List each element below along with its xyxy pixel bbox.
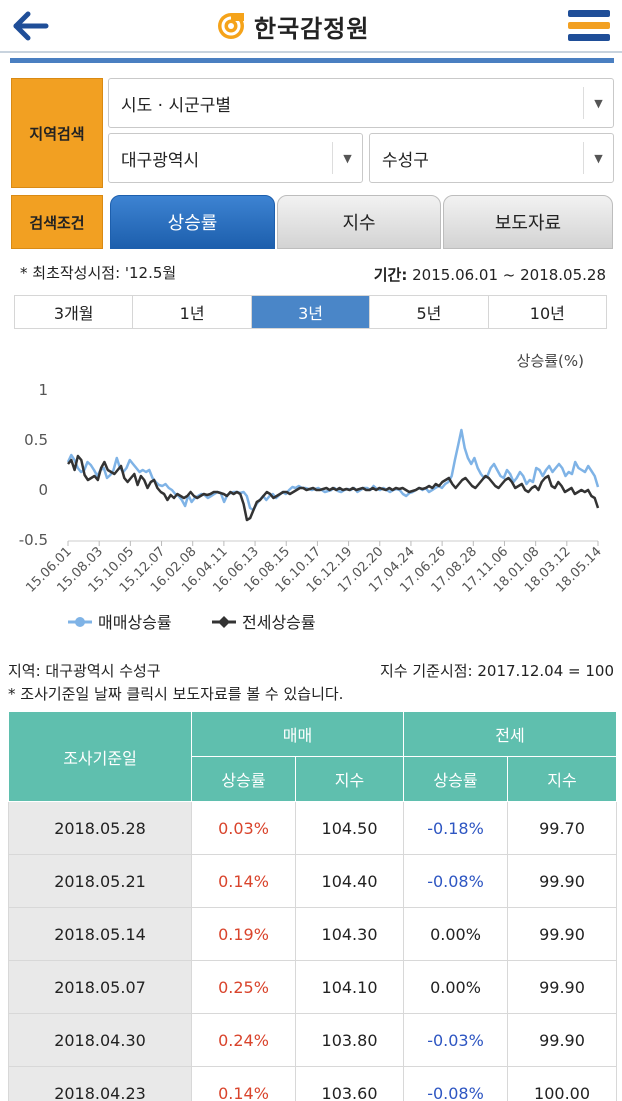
jeonse-index-cell: 99.90: [507, 907, 618, 961]
date-column-header: 조사기준일: [8, 711, 192, 802]
sale-rate-cell: 0.25%: [191, 960, 296, 1014]
search-condition-label: 검색조건: [11, 195, 103, 249]
tab-index[interactable]: 지수: [277, 195, 441, 249]
chevron-down-icon: ▼: [332, 142, 362, 174]
y-tick-label: -0.5: [19, 531, 48, 549]
period-3-months[interactable]: 3개월: [15, 296, 134, 328]
sale-index-cell: 104.10: [294, 960, 405, 1014]
period-5-years[interactable]: 5년: [370, 296, 489, 328]
brand-logo[interactable]: 한국감정원: [216, 6, 369, 46]
table-row[interactable]: 2018.04.30 0.24% 103.80 -0.03% 99.90: [8, 1013, 618, 1067]
table-row[interactable]: 2018.05.14 0.19% 104.30 0.00% 99.90: [8, 907, 618, 961]
sale-index-header: 지수: [294, 756, 405, 802]
jeonse-index-cell: 99.90: [507, 854, 618, 908]
sale-rate-cell: 0.03%: [191, 801, 296, 855]
level-select-value: 시도 · 시군구별: [121, 95, 232, 116]
period-3-years[interactable]: 3년: [251, 296, 371, 328]
jeonse-index-cell: 99.70: [507, 801, 618, 855]
jeonse-index-cell: 99.90: [507, 960, 618, 1014]
brand-name: 한국감정원: [254, 13, 370, 43]
date-cell[interactable]: 2018.05.21: [8, 854, 192, 908]
legend-sale-label: 매매상승률: [98, 613, 172, 632]
hamburger-bar-bottom: [568, 34, 610, 41]
tab-press-release[interactable]: 보도자료: [443, 195, 613, 249]
chevron-down-icon: ▼: [583, 142, 613, 174]
menu-button[interactable]: [568, 8, 612, 44]
region-info: 지역: 대구광역시 수성구: [8, 662, 161, 680]
period-range: 기간: 2015.06.01 ~ 2018.05.28: [374, 264, 606, 285]
header-divider: [0, 51, 622, 53]
date-cell[interactable]: 2018.04.23: [8, 1066, 192, 1101]
jeonse-index-header: 지수: [507, 756, 618, 802]
click-note: * 조사기준일 날짜 클릭시 보도자료를 볼 수 있습니다.: [8, 685, 344, 703]
date-cell[interactable]: 2018.04.30: [8, 1013, 192, 1067]
period-selector: 3개월 1년 3년 5년 10년: [14, 295, 607, 329]
sale-index-cell: 104.40: [294, 854, 405, 908]
date-cell[interactable]: 2018.05.14: [8, 907, 192, 961]
period-value: 2015.06.01 ~ 2018.05.28: [412, 266, 606, 284]
jeonse-rate-cell: -0.18%: [403, 801, 509, 855]
period-label: 기간:: [373, 266, 408, 284]
table-row[interactable]: 2018.04.23 0.14% 103.60 -0.08% 100.00: [8, 1066, 618, 1101]
legend-jeonse-marker: [218, 616, 230, 628]
jeonse-rate-cell: 0.00%: [403, 907, 509, 961]
jeonse-rate-cell: -0.08%: [403, 854, 509, 908]
chevron-down-icon: ▼: [583, 87, 613, 119]
jeonse-index-cell: 100.00: [507, 1066, 618, 1101]
sale-rate-cell: 0.14%: [191, 854, 296, 908]
sale-index-cell: 103.80: [294, 1013, 405, 1067]
jeonse-rate-cell: -0.08%: [403, 1066, 509, 1101]
hamburger-bar-middle: [568, 22, 610, 29]
level-select[interactable]: 시도 · 시군구별 ▼: [108, 78, 614, 128]
first-created-text: * 최초작성시점: '12.5월: [20, 264, 177, 282]
sale-index-cell: 104.50: [294, 801, 405, 855]
period-10-years[interactable]: 10년: [488, 296, 607, 328]
sale-index-cell: 104.30: [294, 907, 405, 961]
date-cell[interactable]: 2018.05.07: [8, 960, 192, 1014]
district-select[interactable]: 수성구 ▼: [369, 133, 614, 183]
table-row[interactable]: 2018.05.07 0.25% 104.10 0.00% 99.90: [8, 960, 618, 1014]
sale-rate-header: 상승률: [191, 756, 296, 802]
arrow-left-icon: [13, 11, 49, 41]
jeonse-index-cell: 99.90: [507, 1013, 618, 1067]
tab-rate[interactable]: 상승률: [110, 195, 275, 249]
sale-group-header: 매매: [190, 711, 405, 757]
header-accent-bar: [10, 58, 614, 63]
sale-index-cell: 103.60: [294, 1066, 405, 1101]
sale-rate-cell: 0.19%: [191, 907, 296, 961]
jeonse-group-header: 전세: [403, 711, 618, 757]
sale-rate-cell: 0.14%: [191, 1066, 296, 1101]
sale-rate-series-line: [66, 428, 600, 512]
region-search-label: 지역검색: [11, 78, 103, 188]
rate-line-chart: 상승률(%)10.50-0.515.06.0115.08.0315.10.051…: [19, 352, 605, 632]
sale-rate-cell: 0.24%: [191, 1013, 296, 1067]
date-cell[interactable]: 2018.05.28: [8, 801, 192, 855]
y-tick-label: 1: [38, 381, 48, 399]
city-select[interactable]: 대구광역시 ▼: [108, 133, 363, 183]
index-base-info: 지수 기준시점: 2017.12.04 = 100: [379, 662, 614, 680]
jeonse-rate-cell: -0.03%: [403, 1013, 509, 1067]
district-select-value: 수성구: [382, 150, 429, 171]
city-select-value: 대구광역시: [121, 150, 200, 171]
jeonse-rate-series-line: [67, 454, 600, 522]
hamburger-menu-icon: [568, 10, 610, 17]
table-row[interactable]: 2018.05.28 0.03% 104.50 -0.18% 99.70: [8, 801, 618, 855]
app-header: 한국감정원: [0, 0, 622, 54]
period-1-year[interactable]: 1년: [133, 296, 252, 328]
brand-swirl-icon: [218, 13, 244, 39]
jeonse-rate-cell: 0.00%: [403, 960, 509, 1014]
legend-jeonse-label: 전세상승률: [242, 613, 316, 632]
y-tick-label: 0.5: [24, 431, 48, 449]
y-axis-label: 상승률(%): [517, 352, 584, 370]
back-button[interactable]: [8, 6, 52, 46]
legend-sale-marker: [75, 617, 85, 627]
rate-table: 조사기준일 매매 전세 상승률 지수 상승률 지수 2018.05.28 0.03…: [8, 711, 618, 1101]
table-row[interactable]: 2018.05.21 0.14% 104.40 -0.08% 99.90: [8, 854, 618, 908]
y-tick-label: 0: [38, 481, 48, 499]
jeonse-rate-header: 상승률: [403, 756, 509, 802]
